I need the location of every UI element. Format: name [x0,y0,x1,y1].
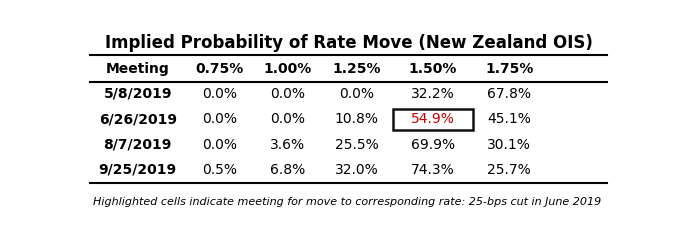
Text: 10.8%: 10.8% [335,112,378,126]
Text: 8/7/2019: 8/7/2019 [103,138,172,152]
Text: 25.7%: 25.7% [488,163,531,177]
Text: 1.50%: 1.50% [409,62,457,76]
Text: 0.0%: 0.0% [271,112,305,126]
Text: 0.75%: 0.75% [195,62,243,76]
Text: 54.9%: 54.9% [411,112,455,126]
Text: 0.5%: 0.5% [202,163,237,177]
Text: 9/25/2019: 9/25/2019 [99,163,177,177]
Text: 30.1%: 30.1% [488,138,531,152]
Text: 25.5%: 25.5% [335,138,378,152]
Text: 0.0%: 0.0% [271,87,305,101]
Text: 32.2%: 32.2% [411,87,455,101]
Text: 6.8%: 6.8% [270,163,305,177]
Text: 69.9%: 69.9% [411,138,455,152]
Text: 0.0%: 0.0% [339,87,374,101]
Text: 67.8%: 67.8% [488,87,531,101]
Text: 6/26/2019: 6/26/2019 [99,112,177,126]
Text: 1.25%: 1.25% [332,62,381,76]
Text: 0.0%: 0.0% [202,112,237,126]
Text: 1.75%: 1.75% [485,62,533,76]
Text: Implied Probability of Rate Move (New Zealand OIS): Implied Probability of Rate Move (New Ze… [105,34,592,52]
Text: Meeting: Meeting [106,62,169,76]
Text: 5/8/2019: 5/8/2019 [103,87,172,101]
Text: 32.0%: 32.0% [335,163,378,177]
Text: Highlighted cells indicate meeting for move to corresponding rate: 25-bps cut in: Highlighted cells indicate meeting for m… [93,197,601,207]
Text: 3.6%: 3.6% [271,138,305,152]
Text: 0.0%: 0.0% [202,138,237,152]
Text: 0.0%: 0.0% [202,87,237,101]
Text: 1.00%: 1.00% [264,62,312,76]
Text: 45.1%: 45.1% [488,112,531,126]
Text: 74.3%: 74.3% [411,163,455,177]
